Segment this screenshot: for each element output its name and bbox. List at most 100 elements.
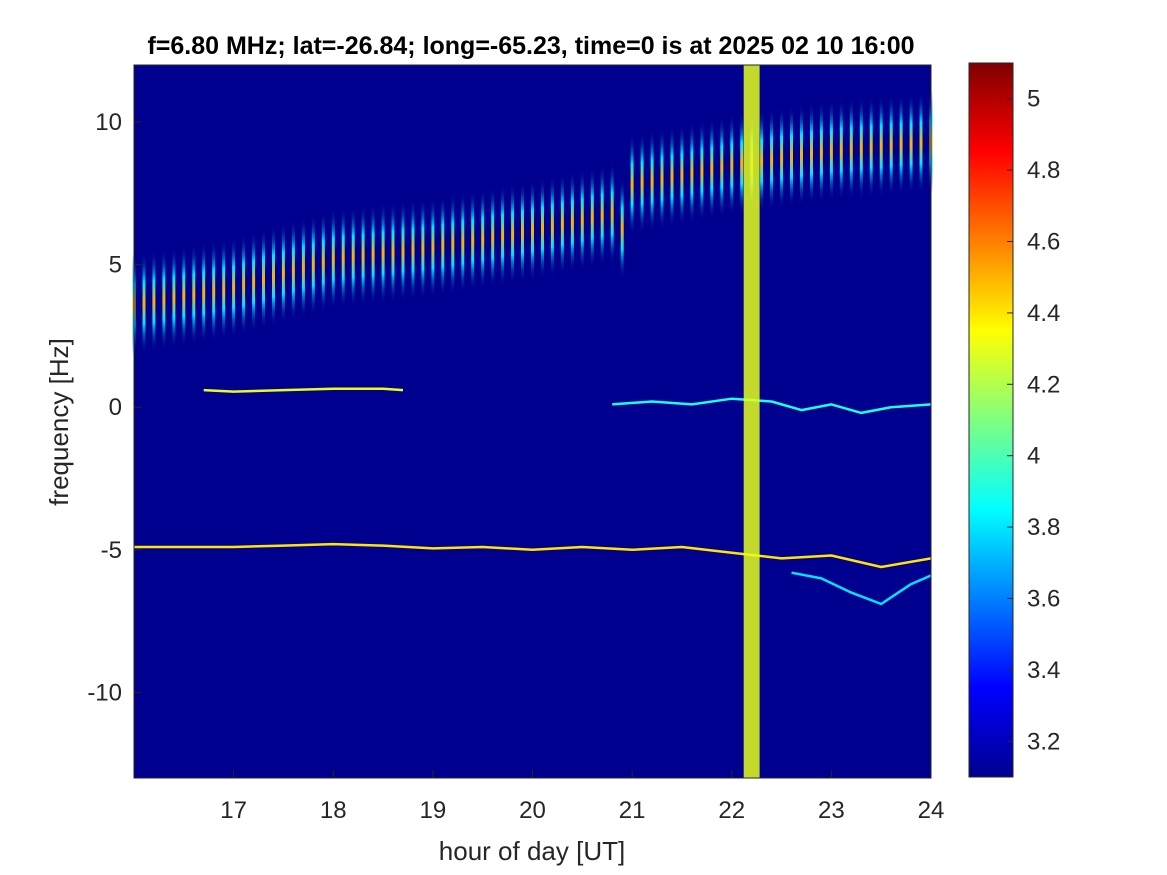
- streak-mark: [819, 100, 823, 204]
- streak-mark: [451, 192, 455, 296]
- trace-line: [134, 542, 932, 569]
- streak-mark: [212, 239, 216, 343]
- streak-mark: [371, 203, 375, 306]
- streak-mark: [232, 236, 236, 339]
- spectrogram-marks: [132, 65, 933, 778]
- y-axis-label: frequency [Hz]: [44, 338, 74, 506]
- streak-mark: [700, 119, 704, 223]
- streak-mark: [630, 133, 634, 237]
- y-tick-label: -5: [101, 537, 122, 564]
- streak-mark: [431, 196, 435, 299]
- plot-area: [132, 64, 933, 779]
- streak-mark: [511, 182, 515, 286]
- colorbar-tick-label: 3.8: [1027, 514, 1060, 541]
- streak-mark: [192, 243, 196, 346]
- colorbar-tick-label: 3.2: [1027, 728, 1060, 755]
- colorbar-tick-label: 4: [1027, 443, 1040, 470]
- x-axis: 17 18 19 20 21 22 23 24: [220, 770, 944, 824]
- streak-mark: [172, 246, 176, 350]
- streak-mark: [182, 244, 186, 348]
- streak-mark: [491, 185, 495, 289]
- streak-mark: [680, 123, 684, 227]
- streak-mark: [391, 200, 395, 304]
- colorbar-tick-label: 4.8: [1027, 157, 1060, 184]
- streak-mark: [162, 248, 166, 351]
- broadband-band: [743, 65, 760, 778]
- x-axis-label: hour of day [UT]: [439, 836, 625, 866]
- trace-line: [612, 397, 932, 415]
- streak-mark: [710, 117, 714, 221]
- streak-mark: [790, 104, 793, 208]
- streak-mark: [600, 164, 604, 267]
- colorbar-gradient: [968, 62, 1014, 778]
- streak-mark: [730, 113, 734, 217]
- streak-mark: [541, 176, 544, 280]
- streak-mark: [531, 179, 534, 282]
- streak-mark: [760, 109, 764, 212]
- streak-mark: [421, 197, 425, 300]
- streak-mark: [720, 115, 724, 219]
- colorbar-tick-label: 3.6: [1027, 586, 1060, 613]
- colorbar-tick-label: 4.2: [1027, 371, 1060, 398]
- streak-mark: [281, 221, 285, 325]
- x-tick-label: 17: [220, 797, 247, 824]
- streak-mark: [640, 131, 644, 235]
- streak-mark: [580, 168, 584, 272]
- colorbar-tick-label: 4.6: [1027, 229, 1060, 256]
- streak-mark: [909, 92, 913, 196]
- streak-mark: [610, 162, 614, 265]
- streak-mark: [869, 95, 873, 199]
- streak-mark: [222, 237, 226, 341]
- colorbar-tick-label: 4.4: [1027, 300, 1060, 327]
- streak-mark: [560, 172, 564, 276]
- colorbar-ticks: 3.2 3.4 3.6 3.8 4 4.2 4.4 4.6 4.8 5: [1007, 86, 1060, 755]
- streak-mark: [859, 96, 863, 200]
- colorbar-tick-label: 5: [1027, 86, 1040, 113]
- streak-mark: [441, 194, 445, 298]
- streak-mark: [411, 198, 415, 302]
- y-tick-label: 10: [95, 109, 122, 136]
- colorbar: 3.2 3.4 3.6 3.8 4 4.2 4.4 4.6 4.8 5: [968, 62, 1060, 778]
- streak-mark: [620, 177, 624, 280]
- x-tick-label: 24: [918, 797, 945, 824]
- streak-mark: [919, 91, 923, 195]
- x-tick-label: 21: [619, 797, 646, 824]
- x-tick-label: 23: [818, 797, 845, 824]
- streak-mark: [291, 219, 295, 322]
- streak-mark: [401, 199, 405, 303]
- streak-mark: [331, 207, 335, 311]
- y-tick-label: 5: [109, 252, 122, 279]
- streak-mark: [879, 94, 883, 198]
- streak-mark: [252, 230, 256, 334]
- streak-mark: [361, 204, 365, 307]
- y-axis: -10 -5 0 5 10: [87, 109, 142, 706]
- streak-mark: [810, 102, 813, 205]
- streak-mark: [849, 97, 853, 201]
- streak-mark: [351, 205, 355, 308]
- trace-line: [791, 571, 932, 606]
- streak-mark: [839, 98, 843, 202]
- x-tick-label: 20: [519, 797, 546, 824]
- streak-mark: [521, 180, 524, 284]
- chart-title: f=6.80 MHz; lat=-26.84; long=-65.23, tim…: [147, 32, 914, 60]
- trace-line: [203, 387, 404, 393]
- streak-mark: [570, 170, 574, 274]
- streak-mark: [550, 174, 554, 278]
- streak-mark: [262, 227, 265, 331]
- streak-mark: [321, 210, 325, 314]
- streak-mark: [481, 187, 485, 291]
- streak-mark: [202, 241, 206, 344]
- streak-mark: [670, 125, 674, 229]
- streak-mark: [152, 249, 156, 353]
- streak-mark: [690, 121, 694, 225]
- streak-mark: [461, 191, 465, 294]
- y-tick-label: -10: [87, 679, 122, 706]
- streak-mark: [780, 106, 784, 210]
- streak-mark: [770, 107, 774, 211]
- streak-mark: [889, 94, 893, 197]
- streak-mark: [829, 99, 833, 202]
- streak-mark: [311, 213, 315, 316]
- streak-mark: [740, 112, 744, 215]
- streak-mark: [660, 127, 664, 231]
